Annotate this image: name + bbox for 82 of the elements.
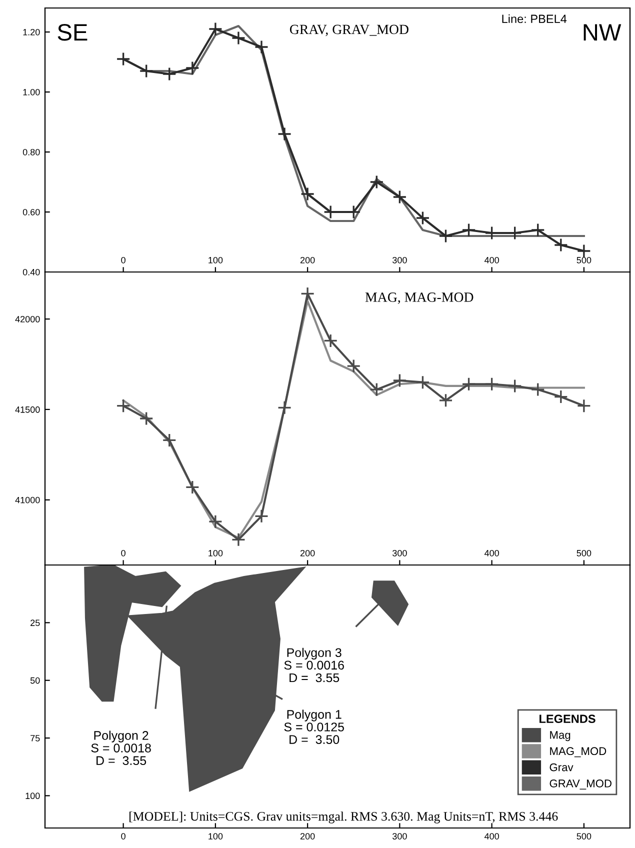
legend-title: LEGENDS bbox=[540, 714, 596, 723]
point bbox=[300, 286, 315, 301]
point bbox=[116, 398, 130, 413]
point bbox=[162, 433, 176, 448]
y-tick-label: 1.20 bbox=[23, 28, 40, 36]
point bbox=[576, 244, 592, 258]
x-tick-label: 300 bbox=[392, 550, 407, 556]
point bbox=[346, 358, 361, 374]
y-tick-label: 0.40 bbox=[22, 268, 40, 276]
point bbox=[530, 222, 545, 238]
point bbox=[277, 400, 292, 415]
x-tick-label: 400 bbox=[484, 256, 499, 264]
point bbox=[277, 126, 292, 142]
point bbox=[554, 238, 568, 252]
legend-label: GRAV_MOD bbox=[550, 780, 612, 790]
point bbox=[162, 66, 176, 82]
text: GRAV, GRAV_MOD bbox=[290, 24, 408, 36]
x-tick-label: 500 bbox=[576, 833, 592, 840]
x-tick-label: 500 bbox=[576, 256, 592, 264]
point bbox=[208, 514, 223, 529]
point bbox=[438, 228, 453, 244]
point bbox=[208, 22, 223, 36]
point bbox=[508, 378, 522, 394]
point bbox=[370, 382, 384, 397]
y-tick-label: 41500 bbox=[15, 406, 40, 413]
point bbox=[254, 40, 269, 54]
legend-label: Grav bbox=[550, 763, 574, 772]
y-tick-label: 0.80 bbox=[22, 148, 40, 156]
point bbox=[416, 375, 430, 390]
annotation: Polygon 1 S = 0.0125 D = 3.50 bbox=[284, 710, 344, 744]
point bbox=[324, 334, 338, 348]
y-tick-label: 41000 bbox=[15, 496, 40, 504]
legend-label: MAG_MOD bbox=[550, 747, 606, 758]
point bbox=[416, 210, 430, 226]
y-tick-label: 50 bbox=[30, 677, 40, 684]
x-tick-label: 100 bbox=[208, 256, 223, 264]
legend-label: Mag bbox=[550, 731, 570, 742]
point bbox=[231, 30, 246, 46]
y-tick-label: 0.60 bbox=[22, 208, 40, 216]
y-tick-label: 25 bbox=[30, 620, 40, 626]
point bbox=[185, 60, 200, 76]
x-tick-label: 100 bbox=[208, 550, 223, 556]
x-tick-label: 100 bbox=[208, 833, 223, 840]
x-tick-label: 500 bbox=[576, 550, 592, 556]
x-tick-label: 400 bbox=[484, 833, 499, 840]
annotation: Polygon 2 S = 0.0018 D = 3.55 bbox=[91, 730, 151, 766]
x-tick-label: 200 bbox=[300, 550, 315, 556]
x-tick-label: 0 bbox=[121, 256, 126, 264]
point bbox=[392, 190, 407, 204]
point bbox=[530, 382, 545, 397]
point bbox=[185, 480, 200, 494]
y-tick-label: 1.00 bbox=[23, 88, 40, 96]
annotation: SE bbox=[58, 24, 88, 41]
point bbox=[484, 377, 499, 392]
point bbox=[576, 398, 592, 413]
point bbox=[462, 377, 476, 392]
point bbox=[300, 186, 315, 202]
x-tick-label: 200 bbox=[300, 833, 315, 840]
annotation: Line: PBEL4 bbox=[502, 14, 567, 24]
point bbox=[254, 509, 269, 524]
y-tick-label: 42000 bbox=[15, 316, 40, 322]
annotation: NW bbox=[584, 24, 622, 41]
text: MAG, MAG-MOD bbox=[365, 292, 474, 304]
point bbox=[438, 393, 453, 408]
x-tick-label: 300 bbox=[392, 833, 407, 840]
point bbox=[370, 174, 384, 190]
x-tick-label: 400 bbox=[484, 550, 499, 556]
point bbox=[139, 64, 154, 78]
x-tick-label: 0 bbox=[121, 550, 126, 556]
point bbox=[231, 532, 246, 547]
y-tick-label: 100 bbox=[26, 792, 40, 800]
y-tick-label: 75 bbox=[30, 735, 40, 742]
x-tick-label: 200 bbox=[300, 256, 315, 264]
point bbox=[139, 411, 154, 426]
x-tick-label: 300 bbox=[392, 256, 407, 264]
annotation: Polygon 3 S = 0.0016 D = 3.55 bbox=[284, 648, 344, 682]
x-tick-label: 0 bbox=[121, 833, 126, 840]
point bbox=[462, 222, 476, 238]
point bbox=[116, 52, 130, 66]
annotation: [MODEL]: Units=CGS. Grav units=mgal. RMS 3.630. Mag Units=nT, RMS 3.446 bbox=[130, 812, 558, 824]
point bbox=[554, 390, 568, 404]
point bbox=[392, 373, 407, 388]
